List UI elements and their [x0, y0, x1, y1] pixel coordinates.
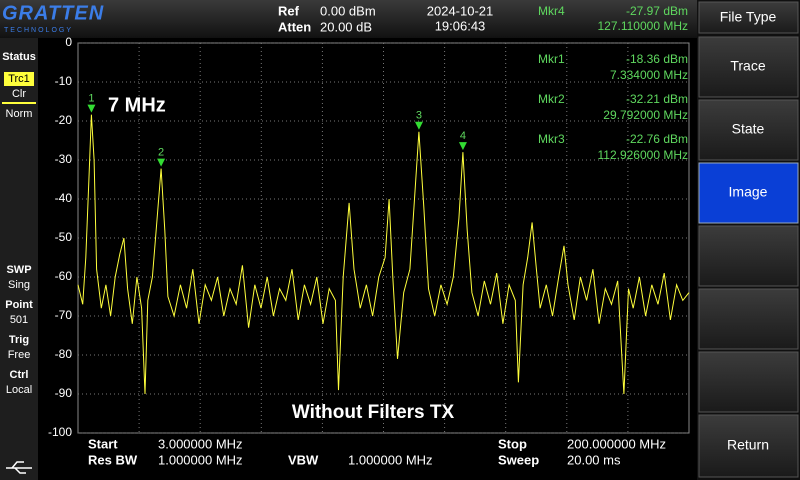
sidebar-items: SWP Sing Point 501 Trig Free Ctrl Local: [5, 264, 33, 396]
softkey-blank[interactable]: [698, 288, 799, 350]
softkey-state-label: State: [732, 121, 765, 137]
sidebar-item-value: Local: [6, 384, 32, 396]
marker-number: 4: [460, 130, 466, 142]
start-value: 3.000000 MHz: [158, 436, 243, 451]
marker-readout-name: Mkr4: [538, 4, 565, 18]
top-bar: [0, 0, 697, 38]
marker-triangle: [414, 121, 423, 130]
softkey-return-label: Return: [727, 437, 769, 453]
trace-name: Trc1: [8, 73, 30, 85]
detector: Norm: [6, 108, 33, 120]
sidebar-item-value: 501: [10, 314, 28, 326]
y-tick-label: -20: [55, 113, 73, 127]
y-tick-label: -70: [55, 308, 73, 322]
marker-number: 3: [416, 110, 422, 122]
usb-icon: [6, 461, 32, 474]
softkey-return[interactable]: [698, 414, 799, 478]
sidebar-item-label: SWP: [6, 264, 31, 276]
stop-value: 200.000000 MHz: [567, 436, 666, 451]
atten-label: Atten: [278, 19, 311, 34]
y-tick-label: -100: [48, 425, 72, 439]
marker-readout-name: Mkr3: [538, 132, 565, 146]
marker-readout-value: -22.76 dBm: [626, 132, 688, 146]
vbw-value: 1.000000 MHz: [348, 452, 433, 467]
trace-mode: Clr: [12, 88, 26, 100]
marker-readout-name: Mkr2: [538, 92, 565, 106]
annotation: 7 MHz: [108, 94, 166, 116]
sidebar-item-value: Free: [8, 349, 31, 361]
date: 2024-10-21: [427, 3, 494, 18]
softkey-image[interactable]: [698, 162, 799, 224]
y-tick-label: -40: [55, 191, 73, 205]
sidebar-item-label: Trig: [9, 334, 29, 346]
marker-readout-value: -18.36 dBm: [626, 52, 688, 66]
softkey-blank[interactable]: [698, 351, 799, 413]
softkey-state[interactable]: [698, 99, 799, 161]
vbw-label: VBW: [288, 452, 319, 467]
y-tick-label: -10: [55, 74, 73, 88]
start-label: Start: [88, 436, 118, 451]
marker-triangle: [157, 158, 166, 167]
ref-label: Ref: [278, 3, 300, 18]
marker-readout-value: -32.21 dBm: [626, 92, 688, 106]
status-label: Status: [2, 51, 36, 63]
ref-value: 0.00 dBm: [320, 3, 376, 18]
rbw-label: Res BW: [88, 452, 138, 467]
sidebar-item-label: Point: [5, 299, 33, 311]
atten-value: 20.00 dB: [320, 19, 372, 34]
marker-readout-freq: 112.926000 MHz: [597, 148, 688, 162]
sidebar: [0, 38, 38, 480]
stop-label: Stop: [498, 436, 527, 451]
sidebar-item-value: Sing: [8, 279, 30, 291]
y-tick-label: -30: [55, 152, 73, 166]
plot: 0 -10 -20 -30 -40 -50 -60 -70 -80 -90 -100 1 Mkr1 -18…: [48, 4, 690, 439]
trace: [77, 114, 690, 395]
sidebar-item-label: Ctrl: [10, 369, 29, 381]
annotation: Without Filters TX: [292, 402, 455, 423]
rbw-value: 1.000000 MHz: [158, 452, 243, 467]
marker-number: 1: [88, 93, 94, 105]
marker-triangle: [87, 104, 96, 113]
plot-area: [77, 42, 690, 434]
softkey-trace[interactable]: [698, 36, 799, 98]
sweep-label: Sweep: [498, 452, 539, 467]
marker-readout-value: -27.97 dBm: [626, 4, 688, 18]
y-tick-label: -50: [55, 230, 73, 244]
softkey-image-label: Image: [729, 184, 768, 200]
marker-readout-name: Mkr1: [538, 52, 565, 66]
softkey-trace-label: Trace: [730, 58, 765, 74]
sweep-value: 20.00 ms: [567, 452, 621, 467]
trace-badge: [4, 72, 34, 86]
softkey-blank[interactable]: [698, 225, 799, 287]
softkey-title: File Type: [720, 9, 777, 25]
marker-number: 2: [158, 147, 164, 159]
trace-underline: [2, 102, 36, 104]
logo-sub: TECHNOLOGY: [4, 27, 73, 34]
y-tick-label: -60: [55, 269, 73, 283]
marker-readout-freq: 7.334000 MHz: [610, 68, 688, 82]
marker-triangle: [458, 142, 467, 151]
marker-readout-freq: 29.792000 MHz: [603, 108, 688, 122]
logo: GRATTEN: [2, 2, 104, 24]
y-tick-label: -80: [55, 347, 73, 361]
time: 19:06:43: [435, 18, 486, 33]
y-tick-label: 0: [65, 35, 72, 49]
y-tick-label: -90: [55, 386, 73, 400]
marker-readout-freq: 127.110000 MHz: [597, 19, 688, 33]
softkey-title-box: [698, 1, 799, 34]
